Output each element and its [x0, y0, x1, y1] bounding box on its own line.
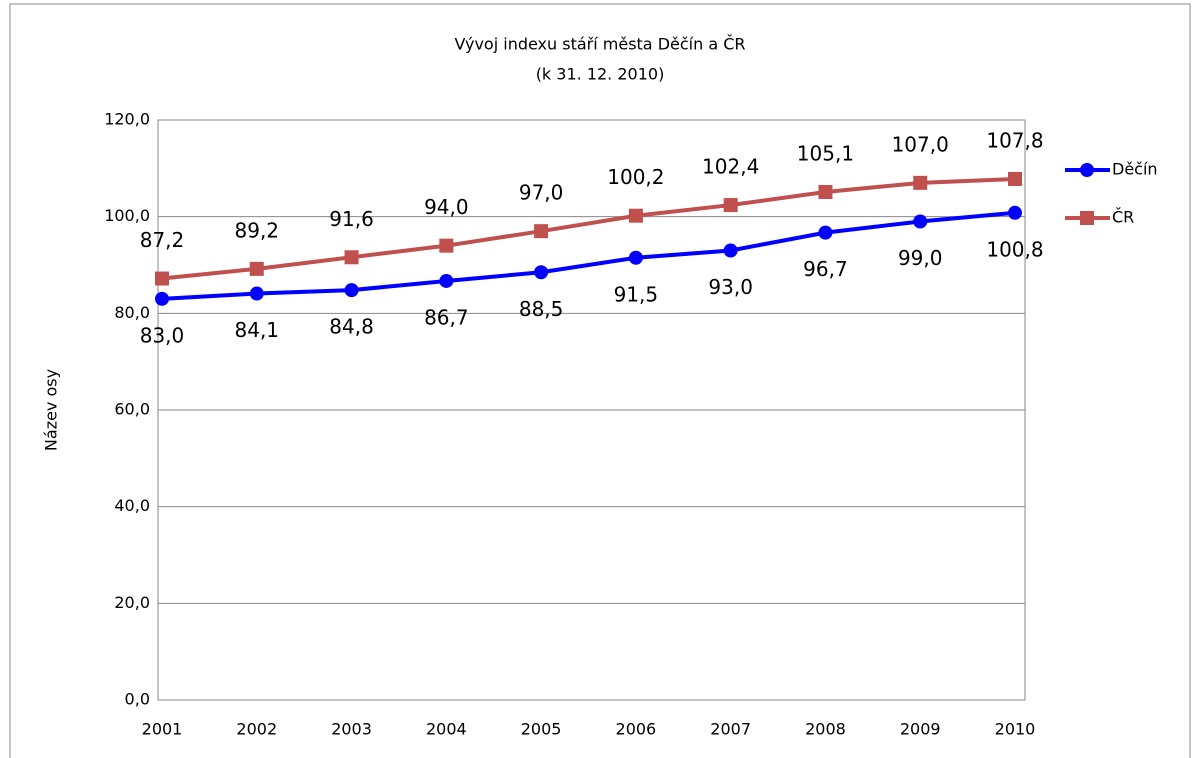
marker: [723, 243, 738, 258]
x-tick-label: 2001: [142, 720, 183, 739]
data-label: 87,2: [140, 228, 185, 252]
marker: [1008, 205, 1022, 220]
data-label: 96,7: [803, 257, 848, 281]
marker: [155, 271, 169, 286]
legend-label: Děčín: [1112, 160, 1158, 179]
y-tick-label: 60,0: [114, 400, 150, 419]
data-label: 100,2: [607, 165, 664, 189]
marker: [439, 238, 454, 253]
marker: [1080, 211, 1094, 225]
marker: [439, 273, 454, 288]
y-tick-label: 100,0: [104, 206, 150, 225]
marker: [1008, 171, 1022, 186]
marker: [913, 175, 928, 190]
y-tick-label: 80,0: [114, 303, 150, 322]
marker: [534, 265, 549, 280]
marker: [344, 283, 359, 298]
y-tick-label: 120,0: [104, 110, 150, 129]
chart-border: [9, 3, 1191, 758]
data-label: 93,0: [708, 275, 753, 299]
x-tick-label: 2004: [426, 720, 467, 739]
data-label: 91,6: [329, 207, 374, 231]
x-tick-label: 2007: [710, 720, 751, 739]
marker: [818, 185, 833, 200]
data-label: 102,4: [702, 155, 759, 179]
marker: [155, 291, 169, 306]
series-line: [161, 210, 1016, 301]
data-label: 86,7: [424, 305, 469, 329]
data-label: 94,0: [424, 195, 469, 219]
chart-subtitle: (k 31. 12. 2010): [536, 65, 665, 84]
marker: [534, 224, 549, 239]
x-tick-label: 2003: [331, 720, 372, 739]
legend-label: ČR: [1112, 208, 1134, 227]
x-tick-label: 2010: [995, 720, 1036, 739]
data-label: 99,0: [898, 246, 943, 270]
data-label: 88,5: [519, 297, 564, 321]
marker: [249, 286, 264, 301]
y-tick-label: 0,0: [125, 690, 150, 709]
data-label: 84,1: [235, 318, 280, 342]
marker: [723, 198, 738, 213]
data-label: 107,0: [892, 132, 949, 156]
data-label: 89,2: [235, 218, 280, 242]
x-tick-label: 2009: [900, 720, 941, 739]
chart-title: Vývoj indexu stáří města Děčín a ČR: [454, 35, 745, 54]
plot-border: [157, 119, 1026, 701]
marker: [628, 250, 643, 265]
data-label: 97,0: [519, 181, 564, 205]
marker: [344, 250, 359, 265]
data-label: 100,8: [986, 237, 1043, 261]
data-label: 105,1: [797, 142, 854, 166]
x-tick-label: 2005: [521, 720, 562, 739]
data-label: 83,0: [140, 323, 185, 347]
marker: [249, 261, 264, 276]
series-line: [161, 176, 1016, 281]
data-label: 91,5: [614, 282, 659, 306]
data-label: 84,8: [329, 315, 374, 339]
marker: [818, 225, 833, 240]
y-axis-label: Název osy: [42, 369, 61, 451]
marker: [1080, 163, 1094, 177]
marker: [628, 208, 643, 223]
x-tick-label: 2006: [616, 720, 657, 739]
data-label: 107,8: [986, 128, 1043, 152]
y-tick-label: 40,0: [114, 496, 150, 515]
x-tick-label: 2002: [236, 720, 277, 739]
x-tick-label: 2008: [805, 720, 846, 739]
y-tick-label: 20,0: [114, 593, 150, 612]
marker: [913, 214, 928, 229]
